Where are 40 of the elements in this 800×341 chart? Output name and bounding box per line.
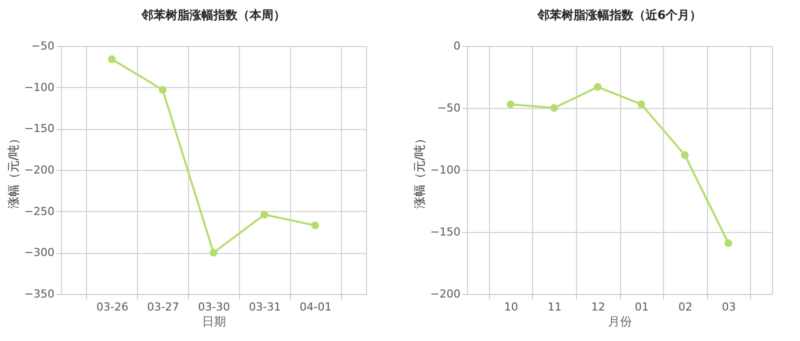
y-tick-label: −300: [24, 246, 54, 260]
y-tick-label: −100: [430, 164, 460, 176]
y-tick-label: −250: [24, 204, 54, 218]
point: [210, 248, 218, 257]
y-tick-label: −350: [24, 288, 54, 300]
y-tick-label: 0: [454, 40, 460, 52]
point: [724, 239, 732, 248]
point: [108, 55, 116, 64]
x-tick-label: 12: [591, 300, 606, 314]
x-tick-label: 03-26: [96, 300, 128, 314]
chart-title: 邻苯树脂涨幅指数（本周）: [140, 8, 286, 22]
point: [260, 210, 268, 219]
x-tick-label: 03-30: [198, 300, 230, 314]
y-tick-label: −200: [24, 164, 54, 176]
x-tick-label: 03-31: [248, 300, 281, 314]
chart-title: 邻苯树脂涨幅指数（近6个月）: [536, 8, 702, 22]
point: [158, 86, 167, 94]
point: [550, 104, 558, 112]
x-tick-label: 02: [678, 300, 692, 314]
x-tick-label: 03: [722, 300, 736, 314]
y-axis-title: 涨幅（元/吨）: [6, 132, 20, 209]
point: [637, 100, 646, 108]
x-tick-label: 03-27: [147, 300, 180, 314]
point: [311, 222, 320, 230]
x-tick-label: 11: [548, 300, 562, 314]
y-tick-label: −50: [437, 102, 460, 114]
y-tick-label: −200: [430, 288, 460, 300]
point: [506, 100, 514, 108]
y-tick-label: −50: [31, 40, 54, 52]
y-axis-title: 涨幅（元/吨）: [412, 132, 426, 209]
x-tick-label: 10: [504, 300, 518, 314]
x-axis-title: 日期: [202, 314, 226, 328]
x-tick-label: 01: [634, 300, 649, 314]
y-tick-label: −150: [24, 122, 54, 136]
x-tick-label: 04-01: [300, 300, 332, 314]
point: [594, 83, 602, 91]
y-tick-label: −100: [24, 80, 54, 94]
y-tick-label: −150: [430, 226, 460, 238]
x-axis-title: 月份: [608, 314, 632, 328]
point: [680, 151, 689, 159]
